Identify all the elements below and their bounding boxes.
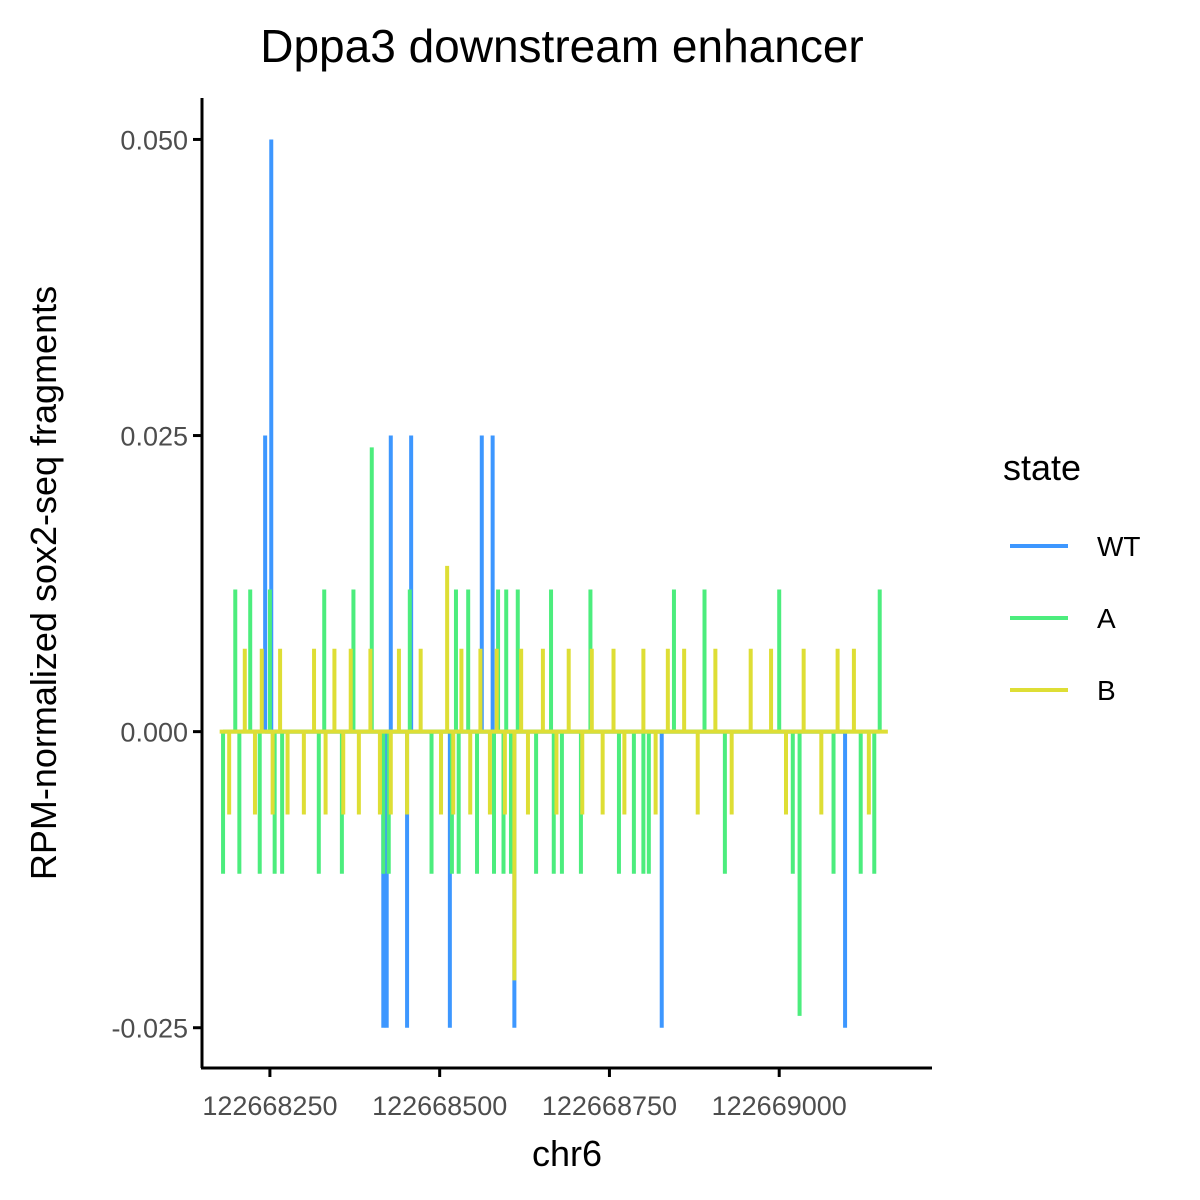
series-wt (263, 139, 848, 1028)
x-tick-label: 122668750 (542, 1091, 677, 1121)
x-tick-label: 122668500 (372, 1091, 507, 1121)
plot-series (219, 139, 888, 1028)
chart-title: Dppa3 downstream enhancer (260, 20, 863, 72)
y-tick-label: 0.025 (120, 422, 188, 452)
y-tick-label: 0.050 (120, 125, 188, 155)
legend-title: state (1003, 447, 1081, 488)
x-axis-title: chr6 (532, 1133, 602, 1174)
legend-label-wt: WT (1097, 531, 1141, 562)
y-ticks: 0.050 0.025 0.000 -0.025 (111, 125, 202, 1044)
legend-label-b: B (1097, 675, 1116, 706)
y-tick-label: 0.000 (120, 718, 188, 748)
legend: state WT A B (1003, 447, 1141, 706)
series-b (219, 565, 888, 981)
x-tick-label: 122668250 (202, 1091, 337, 1121)
legend-label-a: A (1097, 603, 1116, 634)
x-ticks: 122668250 122668500 122668750 122669000 (202, 1068, 847, 1121)
y-axis-title: RPM-normalized sox2-seq fragments (23, 286, 64, 880)
y-tick-label: -0.025 (111, 1014, 188, 1044)
x-tick-label: 122669000 (712, 1091, 847, 1121)
